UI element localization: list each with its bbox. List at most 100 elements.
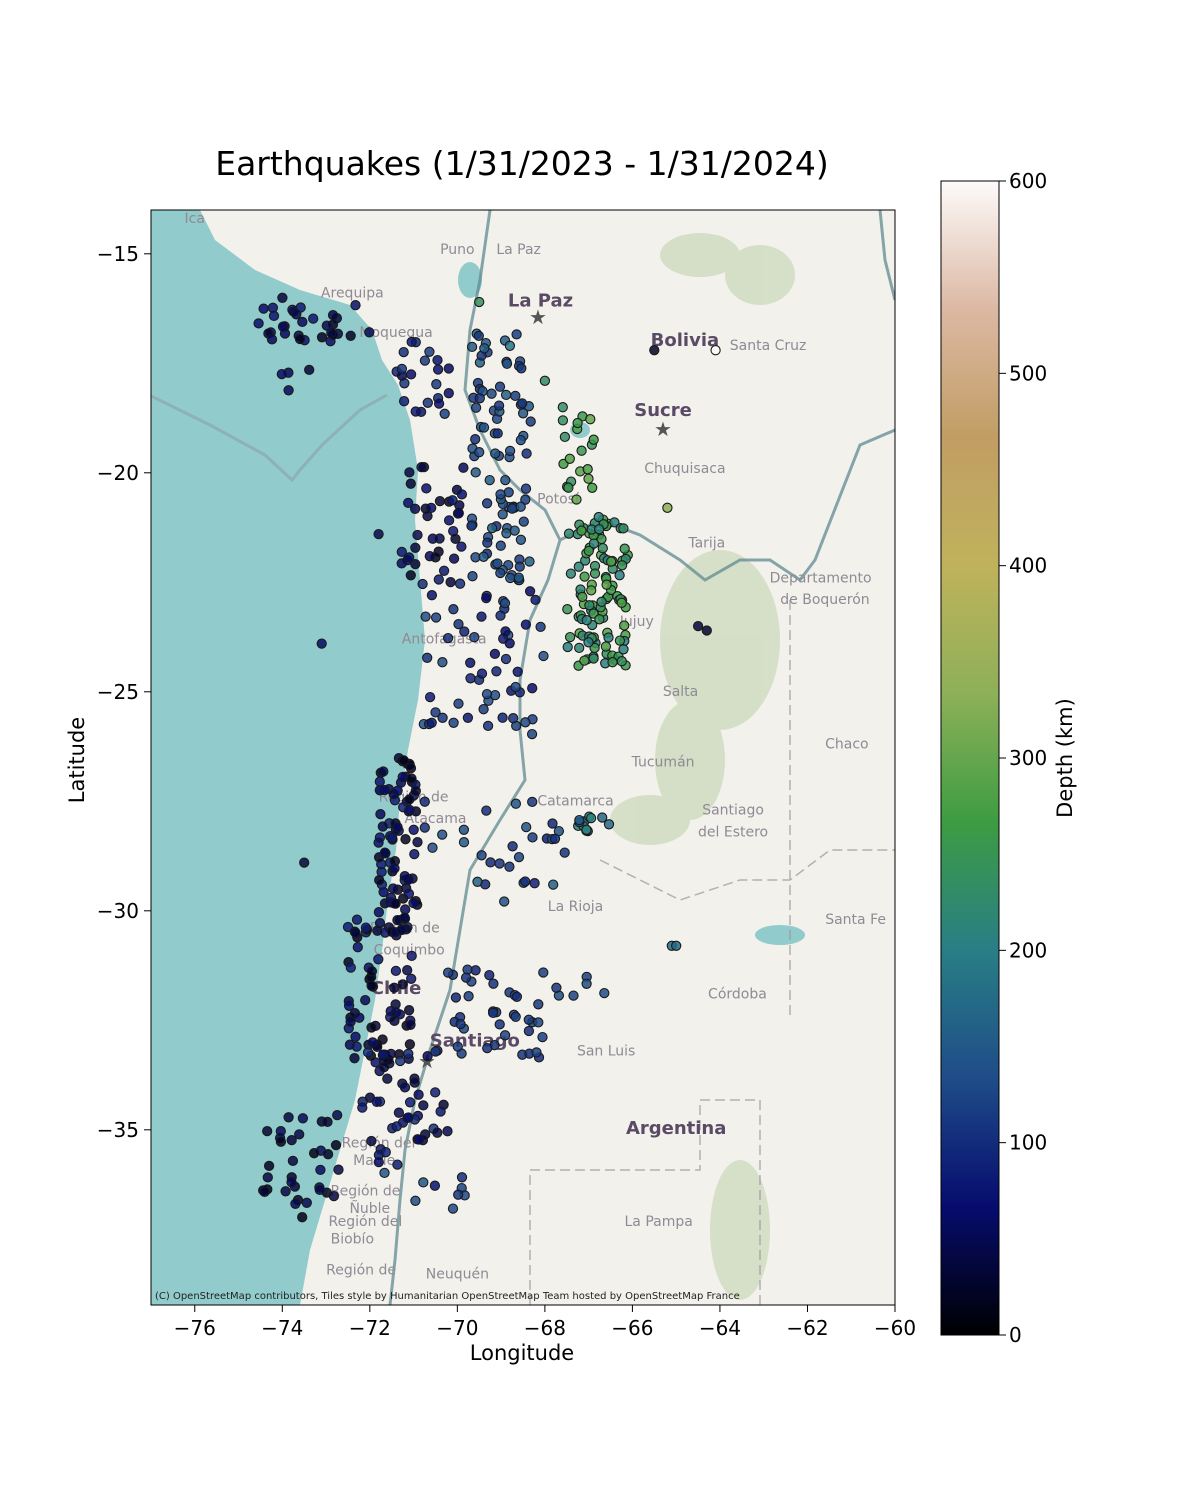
earthquake-point [588,653,599,664]
y-tick-label: −30 [97,899,139,923]
earthquake-point [373,954,384,965]
earthquake-point [410,1195,421,1206]
earthquake-point [412,836,423,848]
earthquake-point [294,1129,305,1140]
earthquake-point [286,1134,297,1146]
earthquake-point [579,655,590,666]
earthquake-point [581,615,592,626]
earthquake-point [442,967,454,978]
earthquake-point [476,850,487,861]
earthquake-point [430,1046,441,1057]
earthquake-point [294,333,306,345]
earthquake-point [405,478,416,489]
earthquake-point [379,847,391,858]
earthquake-point [504,861,515,872]
map-place-label: de Boquerón [780,592,869,608]
earthquake-point [371,1096,382,1107]
earthquake-point [350,927,361,938]
earthquake-point [510,798,522,809]
earthquake-point [395,1055,406,1067]
earthquake-point [515,501,526,512]
earthquake-point [399,1082,411,1093]
earthquake-point [308,313,319,324]
earthquake-point [478,551,489,562]
earthquake-point [424,551,435,562]
earthquake-point [418,1100,429,1111]
earthquake-point [662,502,673,513]
earthquake-point [499,1030,511,1041]
earthquake-point [366,1022,377,1033]
earthquake-point [374,776,385,787]
map-place-label: Santa Cruz [730,338,807,354]
earthquake-point [531,1047,542,1058]
earthquake-point [437,657,448,668]
earthquake-point [462,712,474,723]
earthquake-point [417,578,428,590]
earthquake-point [258,303,269,314]
earthquake-point [586,585,597,596]
earthquake-point [406,336,417,348]
earthquake-point [506,503,518,514]
earthquake-point [413,1134,425,1145]
earthquake-point [458,824,470,835]
earthquake-point [529,878,540,889]
earthquake-point [422,510,433,522]
map-place-label: La Paz [508,290,573,311]
earthquake-point [562,641,573,653]
earthquake-point [599,987,610,999]
earthquake-point [360,922,372,933]
earthquake-point [511,329,522,340]
earthquake-point [276,368,287,380]
earthquake-point [442,632,454,644]
earthquake-point [427,842,438,853]
earthquake-point [547,818,558,829]
map-place-label: Región del [342,1135,416,1151]
earthquake-point [259,1186,270,1198]
earthquake-point [472,876,483,887]
earthquake-point [408,897,419,909]
earthquake-point [345,330,356,341]
earthquake-point [476,611,487,622]
earthquake-point [585,812,597,824]
earthquake-point [322,1116,333,1128]
earthquake-point [432,354,443,366]
earthquake-point [474,393,485,404]
earthquake-point [443,388,454,399]
earthquake-point [574,814,585,826]
earthquake-point [587,482,598,493]
earthquake-point [539,375,551,386]
earthquake-point [304,364,315,376]
map-place-label: Coquimbo [374,943,445,959]
earthquake-point [398,396,410,407]
earthquake-point [379,784,390,796]
colorbar-tick-label: 300 [1009,746,1047,770]
earthquake-point [581,824,592,835]
map-place-label: Ñuble [349,1200,390,1217]
earthquake-point [345,1016,356,1027]
earthquake-point [614,570,625,581]
earthquake-point [509,525,520,536]
earthquake-point [345,962,356,973]
earthquake-point [404,804,415,816]
x-tick-label: −74 [261,1316,303,1340]
earthquake-point [403,1112,414,1123]
x-tick-label: −64 [699,1316,741,1340]
earthquake-point [538,967,549,978]
map-place-label: Tucumán [631,754,695,770]
earthquake-point [482,537,493,548]
map-place-label: Biobío [331,1232,374,1248]
earthquake-point [351,914,363,925]
earthquake-point [452,1041,463,1052]
earthquake-point [396,363,408,375]
earthquake-point [497,509,508,520]
earthquake-point [478,422,490,433]
colorbar-tick-label: 200 [1009,938,1047,962]
x-tick-label: −60 [874,1316,916,1340]
map-place-label: Chaco [825,737,869,753]
earthquake-point [478,704,489,715]
earthquake-point [392,1159,403,1170]
earthquake-point [565,568,577,579]
earthquake-point [453,1189,464,1200]
